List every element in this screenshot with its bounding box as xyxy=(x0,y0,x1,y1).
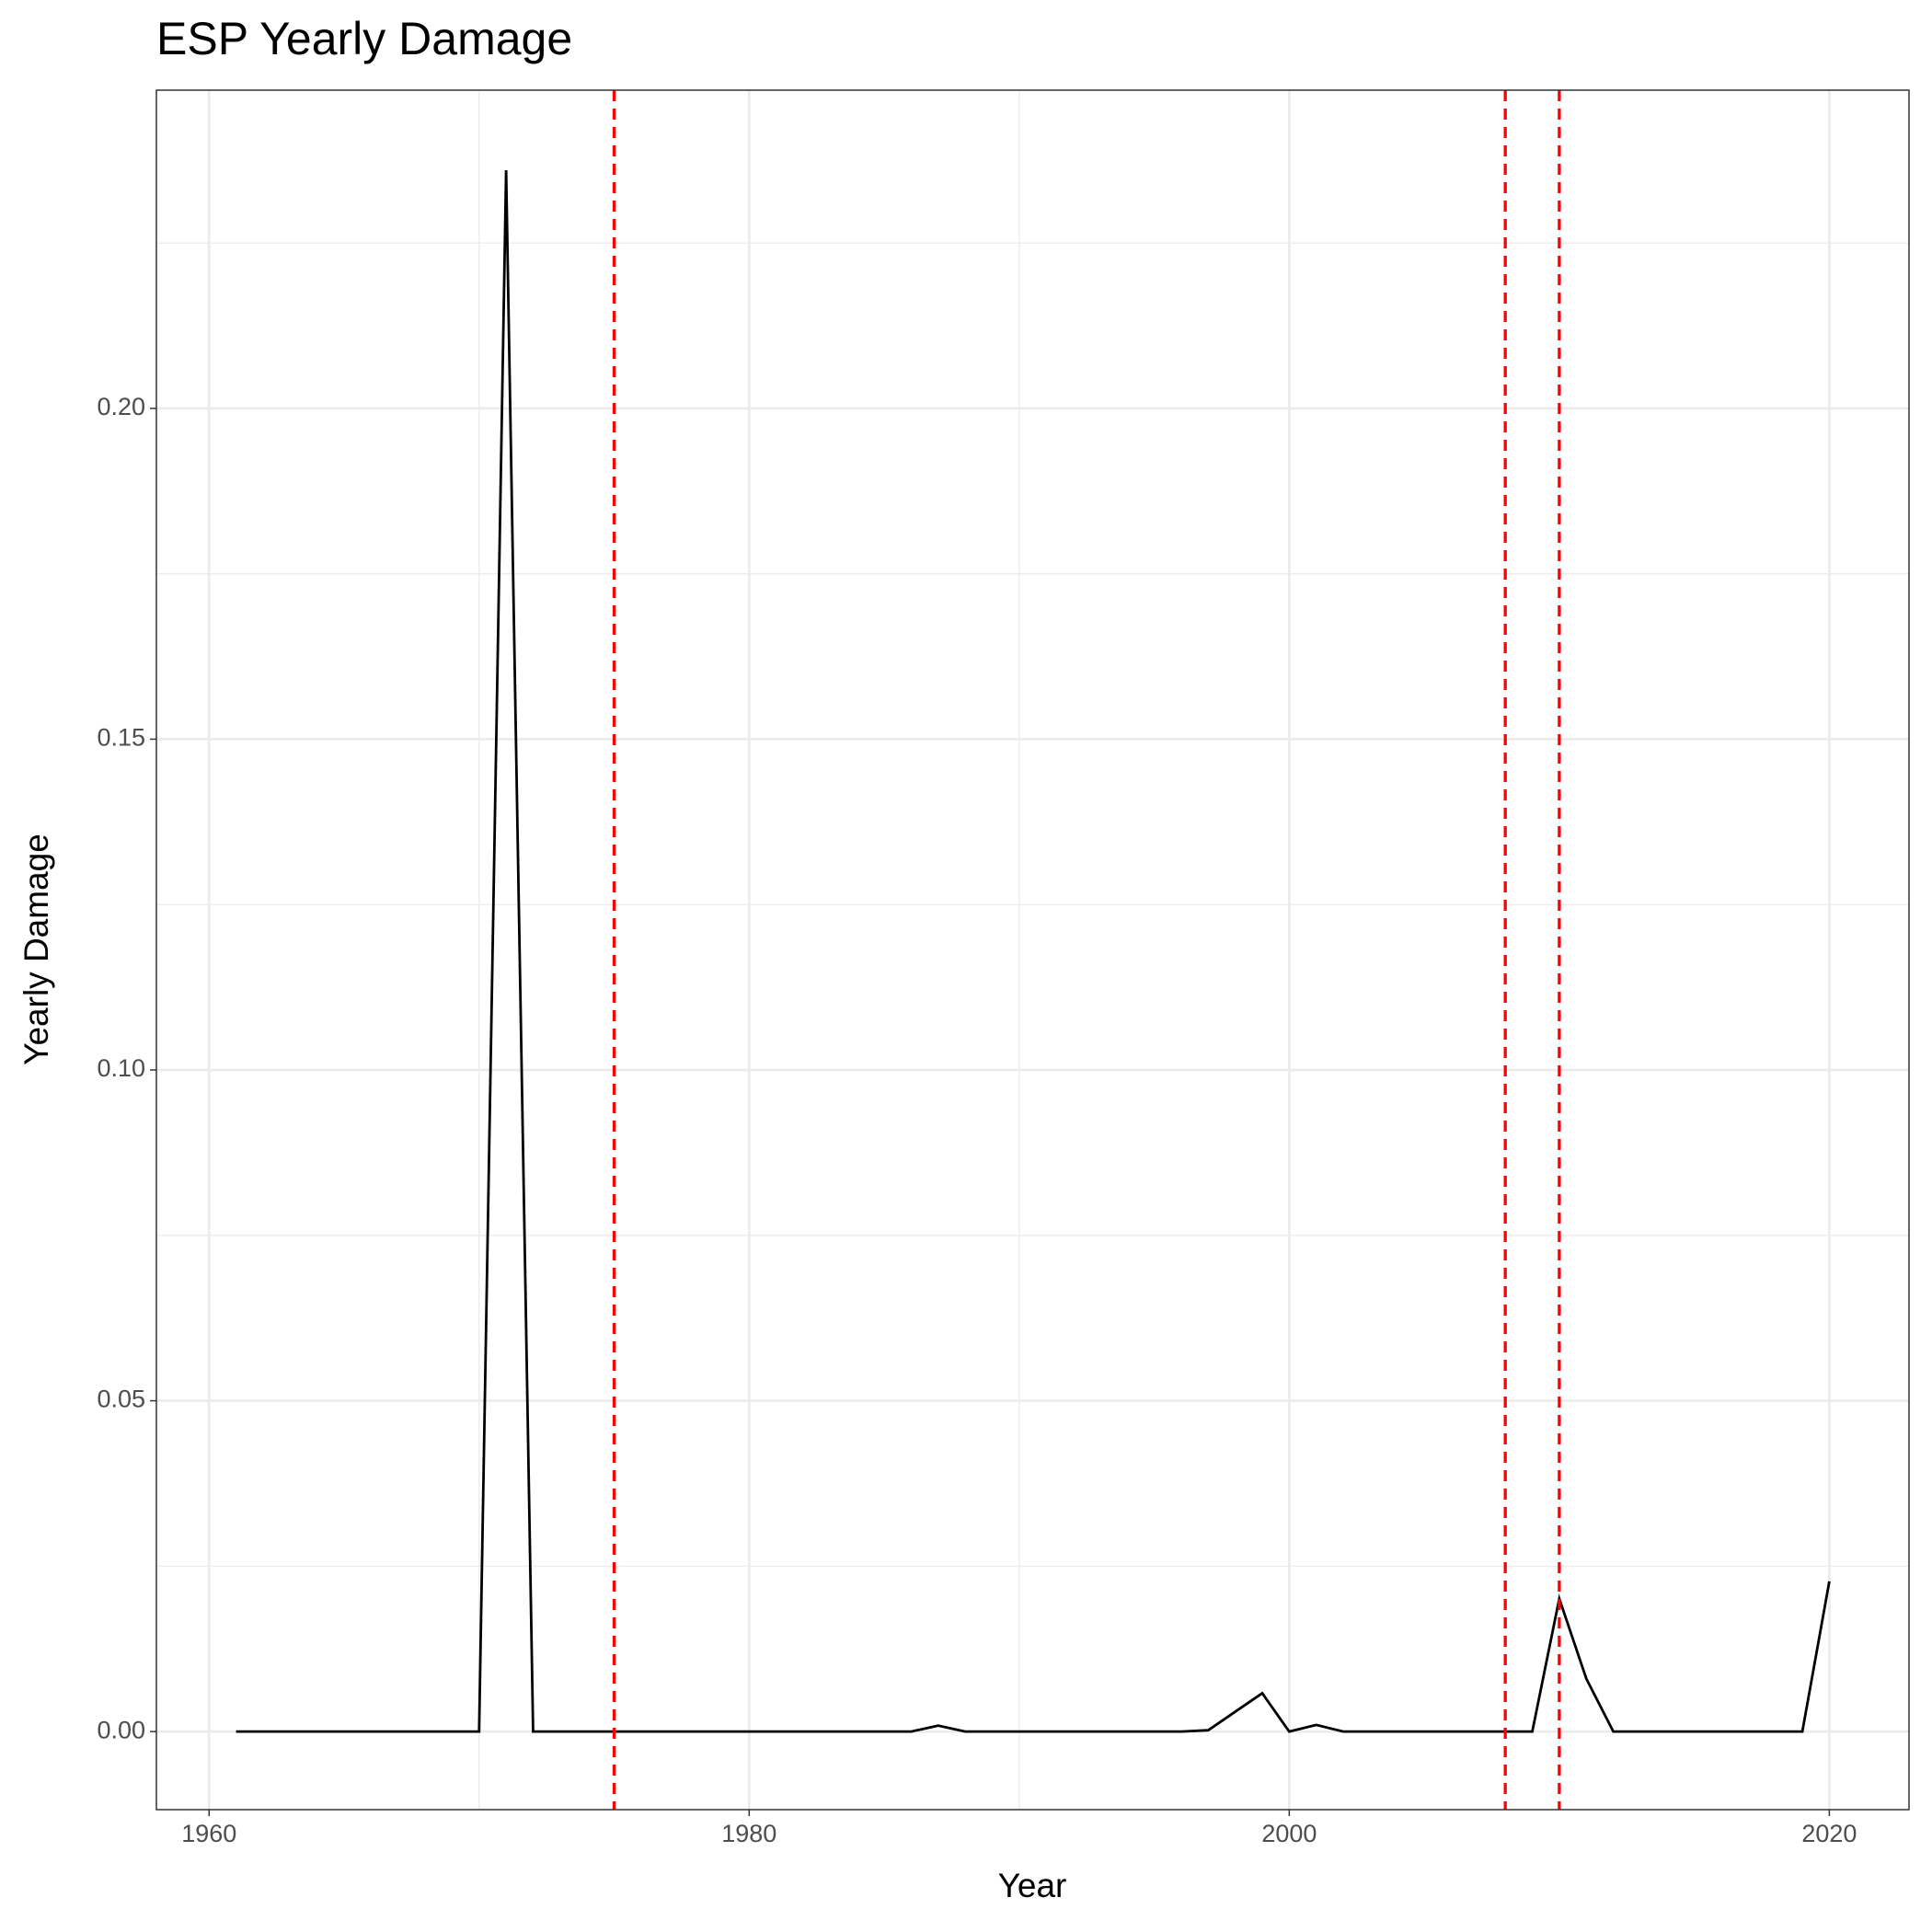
panel-border xyxy=(155,89,1910,1811)
y-tick-label: 0.20 xyxy=(97,393,145,420)
y-tick-label: 0.05 xyxy=(97,1386,145,1413)
line xyxy=(236,169,1831,1733)
y-axis-title: Yearly Damage xyxy=(17,834,55,1065)
y-tick-label: 0.00 xyxy=(97,1716,145,1743)
x-axis-title: Year xyxy=(998,1867,1067,1904)
y-tick-label: 0.15 xyxy=(97,724,145,752)
y-tick-label: 0.10 xyxy=(97,1054,145,1082)
x-tick-label: 1960 xyxy=(181,1820,236,1847)
x-tick-label: 2000 xyxy=(1261,1820,1317,1847)
x-tick-label: 2020 xyxy=(1801,1820,1857,1847)
x-tick-label: 1980 xyxy=(721,1820,776,1847)
chart-title: ESP Yearly Damage xyxy=(156,13,572,64)
